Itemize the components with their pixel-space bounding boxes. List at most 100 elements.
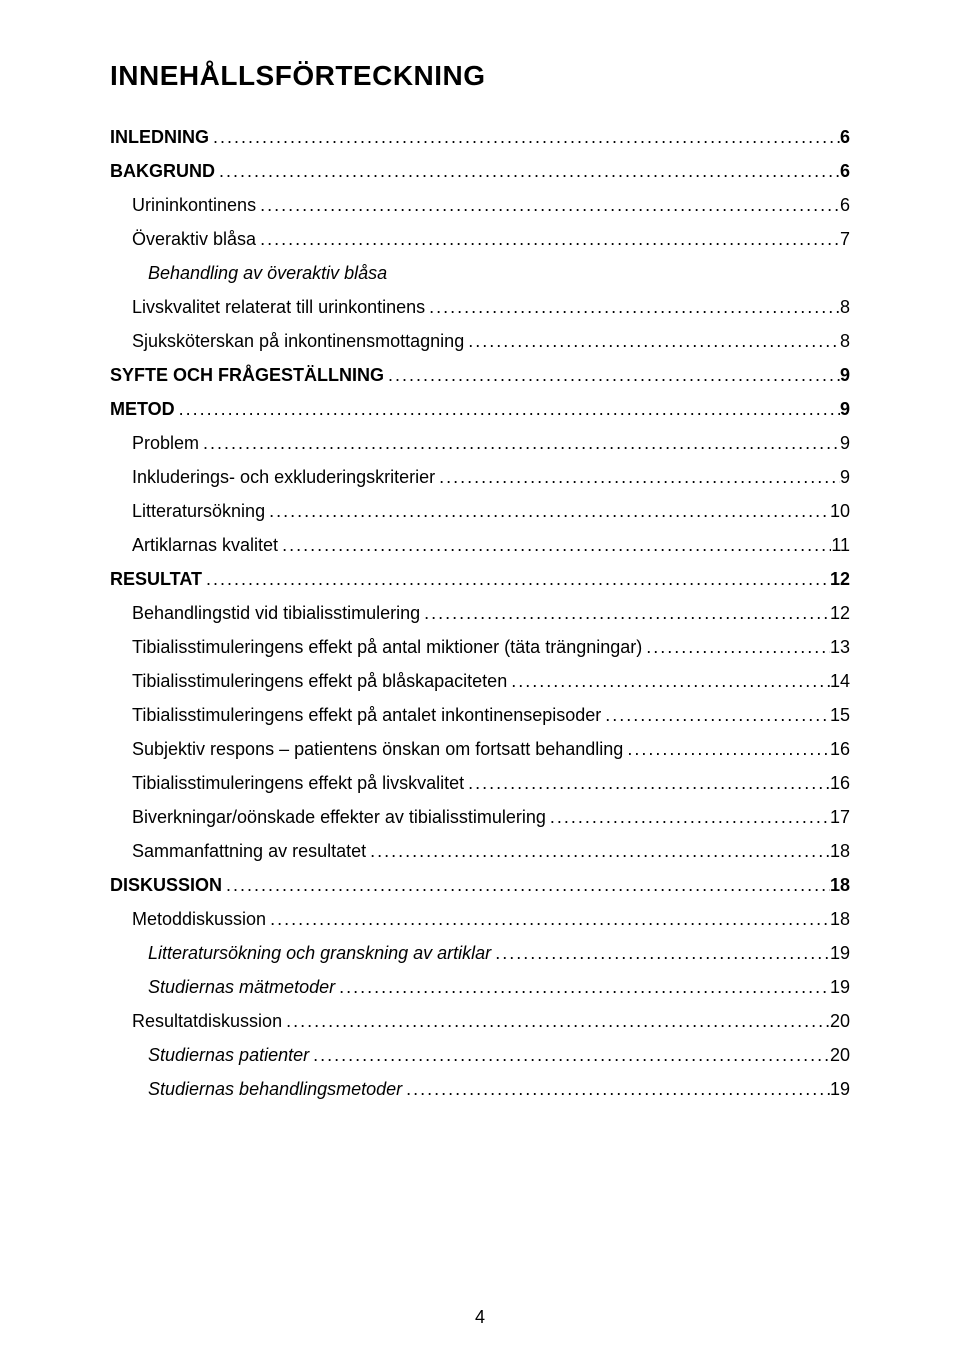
toc-list: INLEDNING6BAKGRUND6Urininkontinens6Övera…: [110, 128, 850, 1098]
toc-leader-dots: [366, 842, 830, 860]
toc-entry-label: Litteratursökning och granskning av arti…: [148, 944, 491, 962]
toc-entry-label: Studiernas mätmetoder: [148, 978, 335, 996]
toc-entry-page: 6: [840, 196, 850, 214]
toc-entry-label: Resultatdiskussion: [132, 1012, 282, 1030]
toc-leader-dots: [491, 944, 830, 962]
toc-entry: Behandlingstid vid tibialisstimulering 12: [132, 604, 850, 622]
toc-entry-label: Studiernas behandlingsmetoder: [148, 1080, 402, 1098]
toc-entry: DISKUSSION 18: [110, 876, 850, 894]
toc-entry-label: Livskvalitet relaterat till urinkontinen…: [132, 298, 425, 316]
toc-entry-label: Tibialisstimuleringens effekt på livskva…: [132, 774, 464, 792]
toc-entry: Sjuksköterskan på inkontinensmottagning8: [132, 332, 850, 350]
toc-entry: Biverkningar/oönskade effekter av tibial…: [132, 808, 850, 826]
toc-leader-dots: [623, 740, 830, 758]
toc-leader-dots: [642, 638, 830, 656]
toc-entry-page: 20: [830, 1012, 850, 1030]
toc-leader-dots: [546, 808, 830, 826]
toc-entry-page: 6: [840, 162, 850, 180]
toc-leader-dots: [464, 332, 840, 350]
toc-entry: Urininkontinens6: [132, 196, 850, 214]
toc-entry-label: RESULTAT: [110, 570, 202, 588]
toc-entry-label: DISKUSSION: [110, 876, 222, 894]
toc-entry-page: 9: [840, 468, 850, 486]
toc-leader-dots: [335, 978, 830, 996]
toc-entry: Problem9: [132, 434, 850, 452]
toc-leader-dots: [282, 1012, 830, 1030]
toc-entry: RESULTAT 12: [110, 570, 850, 588]
toc-leader-dots: [402, 1080, 830, 1098]
toc-leader-dots: [256, 196, 840, 214]
toc-entry-page: 14: [830, 672, 850, 690]
toc-leader-dots: [266, 910, 830, 928]
toc-leader-dots: [215, 162, 840, 180]
toc-entry: Behandling av överaktiv blåsa: [148, 264, 850, 282]
toc-entry: Tibialisstimuleringens effekt på antalet…: [132, 706, 850, 724]
toc-entry: Tibialisstimuleringens effekt på livskva…: [132, 774, 850, 792]
toc-entry-label: Metoddiskussion: [132, 910, 266, 928]
toc-entry: Överaktiv blåsa 7: [132, 230, 850, 248]
toc-entry-label: Behandlingstid vid tibialisstimulering: [132, 604, 420, 622]
toc-entry-label: BAKGRUND: [110, 162, 215, 180]
toc-entry: BAKGRUND 6: [110, 162, 850, 180]
toc-entry: Litteratursökning och granskning av arti…: [148, 944, 850, 962]
toc-entry-label: Överaktiv blåsa: [132, 230, 256, 248]
toc-entry-page: 19: [830, 944, 850, 962]
toc-entry-label: Sammanfattning av resultatet: [132, 842, 366, 860]
toc-entry-page: 18: [830, 842, 850, 860]
toc-entry-label: Artiklarnas kvalitet: [132, 536, 278, 554]
toc-title: INNEHÅLLSFÖRTECKNING: [110, 60, 850, 92]
toc-entry-page: 7: [840, 230, 850, 248]
toc-entry: Metoddiskussion 18: [132, 910, 850, 928]
toc-entry: METOD 9: [110, 400, 850, 418]
toc-entry-page: 18: [830, 876, 850, 894]
toc-leader-dots: [420, 604, 830, 622]
document-page: INNEHÅLLSFÖRTECKNING INLEDNING 6 BAKGRUND 6…: [0, 0, 960, 1358]
toc-entry-page: 19: [830, 1080, 850, 1098]
toc-entry: Sammanfattning av resultatet 18: [132, 842, 850, 860]
toc-leader-dots: [464, 774, 830, 792]
toc-entry-label: SYFTE OCH FRÅGESTÄLLNING: [110, 366, 384, 384]
toc-entry-label: Litteratursökning: [132, 502, 265, 520]
toc-entry-label: Tibialisstimuleringens effekt på antal m…: [132, 638, 642, 656]
toc-entry: SYFTE OCH FRÅGESTÄLLNING 9: [110, 366, 850, 384]
toc-entry-label: Behandling av överaktiv blåsa: [148, 264, 387, 282]
toc-entry-page: 8: [840, 298, 850, 316]
toc-leader-dots: [202, 570, 830, 588]
toc-entry-page: 16: [830, 740, 850, 758]
toc-entry: Litteratursökning10: [132, 502, 850, 520]
toc-entry: Subjektiv respons – patientens önskan om…: [132, 740, 850, 758]
toc-entry-label: Subjektiv respons – patientens önskan om…: [132, 740, 623, 758]
toc-entry-label: METOD: [110, 400, 175, 418]
toc-entry-page: 15: [830, 706, 850, 724]
toc-leader-dots: [384, 366, 840, 384]
toc-entry-page: 13: [830, 638, 850, 656]
toc-entry-page: 11: [831, 536, 850, 554]
toc-leader-dots: [222, 876, 830, 894]
toc-leader-dots: [175, 400, 840, 418]
toc-leader-dots: [507, 672, 830, 690]
toc-leader-dots: [265, 502, 830, 520]
toc-entry-label: INLEDNING: [110, 128, 209, 146]
toc-entry-page: 12: [830, 604, 850, 622]
toc-entry-page: 18: [830, 910, 850, 928]
toc-leader-dots: [601, 706, 830, 724]
page-number: 4: [0, 1307, 960, 1328]
toc-entry-page: 12: [830, 570, 850, 588]
toc-leader-dots: [199, 434, 840, 452]
toc-leader-dots: [209, 128, 840, 146]
toc-entry-page: 19: [830, 978, 850, 996]
toc-entry-label: Studiernas patienter: [148, 1046, 309, 1064]
toc-entry: Studiernas patienter20: [148, 1046, 850, 1064]
toc-leader-dots: [435, 468, 840, 486]
toc-entry: INLEDNING 6: [110, 128, 850, 146]
toc-leader-dots: [309, 1046, 830, 1064]
toc-entry: Livskvalitet relaterat till urinkontinen…: [132, 298, 850, 316]
toc-entry-page: 9: [840, 400, 850, 418]
toc-entry-page: 6: [840, 128, 850, 146]
toc-entry-label: Inkluderings- och exkluderingskriterier: [132, 468, 435, 486]
toc-leader-dots: [425, 298, 840, 316]
toc-entry-label: Tibialisstimuleringens effekt på antalet…: [132, 706, 601, 724]
toc-entry-page: 9: [840, 366, 850, 384]
toc-entry-label: Biverkningar/oönskade effekter av tibial…: [132, 808, 546, 826]
toc-entry: Studiernas mätmetoder 19: [148, 978, 850, 996]
